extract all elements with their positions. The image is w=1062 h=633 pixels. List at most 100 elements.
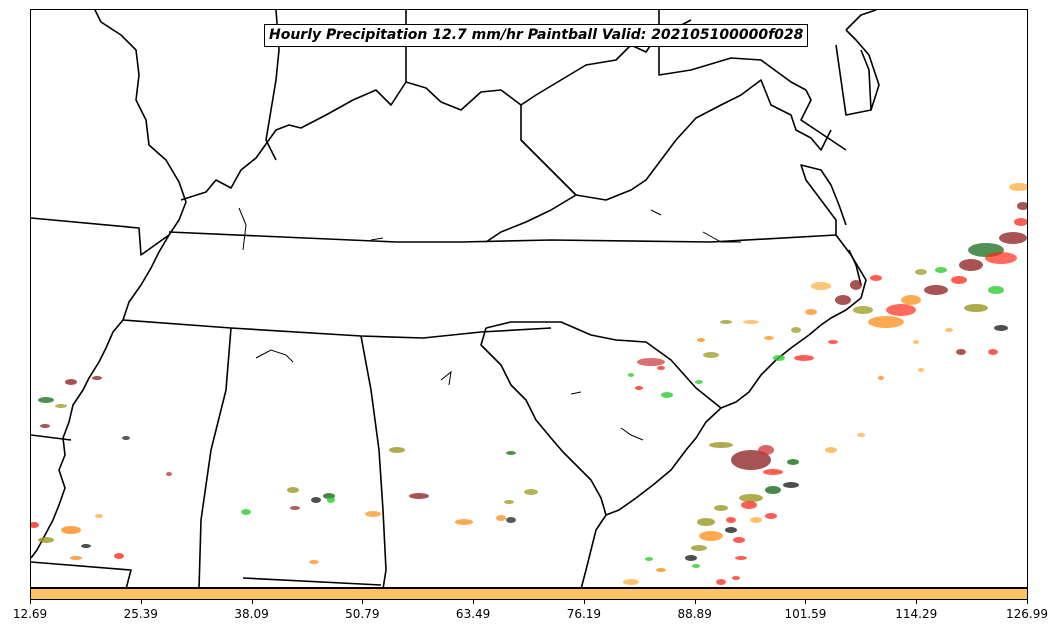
precip-blob: [739, 494, 763, 502]
precip-blob: [901, 295, 921, 305]
reservoir-4: [370, 237, 384, 241]
precip-blob: [750, 517, 762, 523]
precip-blob: [956, 349, 966, 355]
precip-blob: [999, 232, 1027, 244]
nc-sc-border: [485, 321, 722, 409]
la-ms-border: [31, 434, 72, 441]
precip-blob: [637, 358, 665, 366]
precip-blob: [628, 373, 634, 377]
chesapeake-coast: [800, 164, 847, 235]
precip-blob: [656, 568, 666, 572]
precip-blob: [811, 282, 831, 290]
nj-coast: [845, 10, 880, 111]
colorbar-tick-mark: [473, 600, 475, 604]
precip-blob: [951, 276, 967, 284]
precip-blob: [959, 259, 983, 271]
sc-coast-and-border: [480, 327, 687, 516]
precip-blob: [504, 500, 514, 504]
precip-blob: [409, 493, 429, 499]
precip-blob: [309, 560, 319, 564]
precip-blob: [70, 556, 82, 560]
precip-blob: [743, 320, 759, 324]
precip-blob: [791, 327, 801, 333]
precip-blob: [964, 304, 988, 312]
precip-blob: [731, 450, 771, 470]
precip-blob: [455, 519, 473, 525]
precip-blob: [787, 459, 799, 465]
map-canvas: [31, 10, 1027, 587]
precip-blob: [945, 328, 953, 332]
map-panel: Hourly Precipitation 12.7 mm/hr Paintbal…: [30, 9, 1028, 588]
precip-blob: [692, 564, 700, 568]
precip-blob: [389, 447, 405, 453]
precip-blob: [1009, 183, 1027, 191]
precip-blob: [365, 511, 381, 517]
lake-2: [440, 370, 452, 386]
precip-blob: [699, 531, 723, 541]
precip-blob: [924, 285, 948, 295]
colorbar-tick-mark: [251, 600, 253, 604]
precip-blob: [720, 320, 732, 324]
precip-blob: [763, 469, 783, 475]
precip-blob: [828, 340, 838, 344]
precip-blob: [988, 286, 1004, 294]
precip-blob: [635, 386, 643, 390]
precip-blob: [685, 555, 697, 561]
precip-blob: [765, 513, 777, 519]
precip-blob: [870, 275, 882, 281]
precip-blob: [886, 304, 916, 316]
precip-blob: [783, 482, 799, 488]
georgia-fl-border: [242, 577, 382, 586]
precip-blob: [506, 451, 516, 455]
precip-blobs: [31, 183, 1027, 585]
precip-blob: [92, 376, 102, 380]
precip-blob: [166, 472, 172, 476]
precip-blob: [241, 509, 251, 515]
georgia-coast: [580, 514, 607, 587]
precip-blob: [765, 486, 781, 494]
precip-blob: [857, 433, 865, 437]
precip-blob: [645, 557, 653, 561]
tennessee-north-border: [31, 217, 837, 256]
colorbar-tick-label: 25.39: [123, 607, 158, 621]
mississippi-south-border: [31, 561, 132, 587]
precip-blob: [697, 518, 715, 526]
precip-blob: [994, 325, 1008, 331]
ohio-river: [180, 81, 577, 201]
colorbar-tick-label: 50.79: [345, 607, 380, 621]
colorbar-tick-label: 12.69: [12, 607, 48, 621]
precip-blob: [31, 522, 39, 528]
precip-blob: [1017, 202, 1027, 210]
reservoir-2: [650, 209, 662, 216]
precip-blob: [38, 537, 54, 543]
state-borders: [31, 10, 880, 587]
colorbar-tick-mark: [694, 600, 696, 604]
precip-blob: [496, 515, 506, 521]
precip-blob: [661, 392, 673, 398]
precip-blob: [714, 505, 728, 511]
precip-blob: [988, 349, 998, 355]
precip-blob: [709, 442, 733, 448]
precip-blob: [290, 506, 300, 510]
west-virginia-border: [520, 79, 832, 201]
colorbar-tick-mark: [362, 600, 364, 604]
colorbar-tick-mark: [30, 600, 31, 604]
precip-blob: [95, 514, 103, 518]
lake-4: [620, 427, 644, 441]
kentucky-east-border: [485, 194, 577, 243]
colorbar-tick-label: 38.09: [234, 607, 269, 621]
precip-blob: [716, 579, 726, 585]
maryland-border: [800, 89, 847, 151]
precip-blob: [733, 537, 745, 543]
colorbar-tick-label: 101.59: [784, 607, 827, 621]
precip-blob: [623, 579, 639, 585]
colorbar-tick-mark: [916, 600, 918, 604]
reservoir-1: [238, 207, 247, 251]
colorbar-tick-label: 76.19: [566, 607, 602, 621]
precip-blob: [735, 556, 747, 560]
precip-blob: [657, 366, 665, 370]
mississippi-river-border: [31, 10, 187, 559]
delaware-border: [835, 44, 872, 116]
lake-1: [255, 349, 294, 363]
precip-blob: [835, 295, 851, 305]
